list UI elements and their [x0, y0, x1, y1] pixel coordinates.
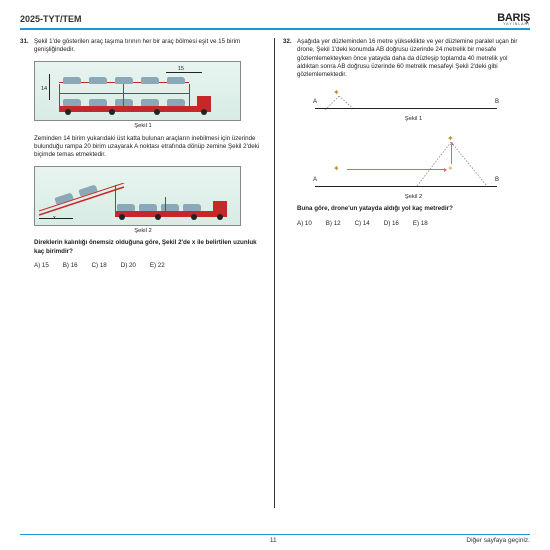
- dim-14-line: [49, 74, 50, 100]
- q31-figure-1: 15 14: [34, 61, 241, 121]
- q32-ans-d: D) 16: [384, 220, 399, 228]
- q31-text-1: Şekil 1'de gösterilen araç taşıma tırını…: [34, 38, 266, 55]
- brand-block: BARIŞ YAYINLARI: [497, 12, 530, 26]
- column-left: 31. Şekil 1'de gösterilen araç taşıma tı…: [20, 38, 275, 508]
- q31-ans-a: A) 15: [34, 262, 49, 270]
- q32-fig1-label: Şekil 1: [297, 116, 530, 124]
- q32-text-1: Aşağıda yer düzleminden 16 metre yüksekl…: [297, 38, 530, 80]
- q31-ans-b: B) 16: [63, 262, 78, 270]
- label-b-1: B: [495, 98, 499, 106]
- q32-question: Buna göre, drone'un yatayda aldığı yol k…: [297, 205, 530, 213]
- q32-number: 32.: [283, 38, 297, 80]
- q31-ans-e: E) 22: [150, 262, 165, 270]
- dim-15-line: [166, 72, 202, 73]
- q31-ans-d: D) 20: [121, 262, 136, 270]
- q31-fig2-label: Şekil 2: [20, 228, 266, 236]
- label-a-1: A: [313, 98, 317, 106]
- footer: 11 Diğer sayfaya geçiniz.: [20, 534, 530, 544]
- q31-number: 31.: [20, 38, 34, 55]
- q31-answers: A) 15 B) 16 C) 18 D) 20 E) 22: [34, 262, 266, 270]
- q31-question: Direklerin kalınlığı önemsiz olduğuna gö…: [34, 239, 266, 256]
- q32-ans-e: E) 18: [413, 220, 428, 228]
- q32-ans-a: A) 10: [297, 220, 312, 228]
- q31-fig1-label: Şekil 1: [20, 123, 266, 131]
- q32-figure-2: ✦ ✦ ✦ A B: [297, 132, 507, 192]
- q31-ans-c: C) 18: [92, 262, 107, 270]
- dim-x-line: [39, 218, 73, 219]
- label-b-2: B: [495, 176, 499, 184]
- footer-next: Diğer sayfaya geçiniz.: [466, 537, 530, 544]
- q31-figure-2: x: [34, 166, 241, 226]
- label-a-2: A: [313, 176, 317, 184]
- exam-code: 2025-TYT/TEM: [20, 14, 82, 24]
- q32-figure-1: ✦ A B: [297, 88, 507, 114]
- header-bar: 2025-TYT/TEM BARIŞ YAYINLARI: [20, 12, 530, 30]
- q32-fig2-label: Şekil 2: [297, 194, 530, 202]
- q32-answers: A) 10 B) 12 C) 14 D) 16 E) 18: [297, 220, 530, 228]
- q31-text-2: Zeminden 14 birim yukarıdaki üst katta b…: [34, 135, 266, 160]
- q32-ans-b: B) 12: [326, 220, 341, 228]
- page-number: 11: [270, 537, 277, 544]
- dim-14: 14: [41, 86, 47, 93]
- q32-ans-c: C) 14: [355, 220, 370, 228]
- drone-icon-2: ✦: [333, 164, 340, 175]
- column-right: 32. Aşağıda yer düzleminden 16 metre yük…: [275, 38, 530, 508]
